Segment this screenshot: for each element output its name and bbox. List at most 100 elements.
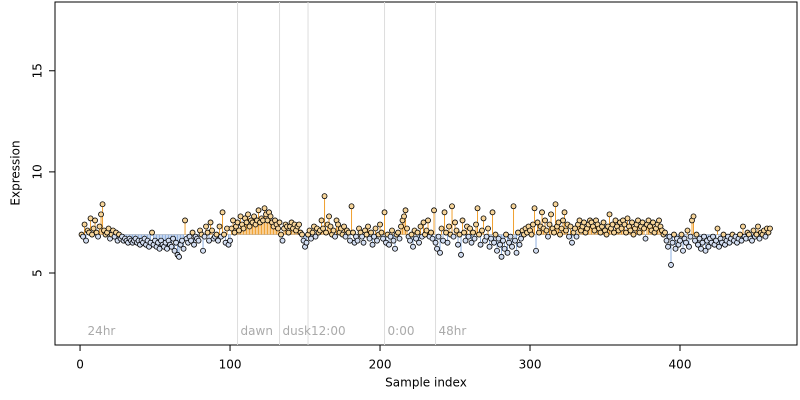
data-point [618, 225, 625, 232]
data-point [431, 207, 437, 214]
data-point [603, 231, 610, 238]
data-point [95, 233, 101, 240]
data-point [690, 213, 697, 220]
data-point [96, 223, 103, 230]
data-point [81, 221, 88, 228]
data-point [227, 237, 233, 244]
x-tick-label: 100 [219, 358, 242, 372]
data-point [476, 231, 482, 238]
data-point [497, 241, 503, 248]
data-point [489, 209, 496, 216]
data-point [678, 231, 685, 238]
y-tick-label: 5 [31, 269, 45, 277]
data-point [372, 225, 379, 232]
data-point [278, 231, 284, 238]
data-point [452, 219, 458, 226]
data-point [203, 223, 209, 230]
data-point [563, 227, 569, 234]
data-point [767, 225, 773, 232]
data-point [669, 239, 676, 246]
data-point [276, 219, 283, 226]
annotation: 24hr [88, 324, 116, 338]
annotation: 0:00 [388, 324, 415, 338]
data-point [386, 241, 392, 248]
data-point [546, 221, 553, 228]
data-point [572, 225, 578, 232]
data-point [365, 223, 371, 230]
data-point [176, 253, 182, 260]
data-point [215, 237, 221, 244]
data-point [533, 247, 539, 254]
data-point [528, 231, 535, 238]
data-point [500, 237, 506, 244]
data-point [279, 237, 286, 244]
data-point [245, 211, 251, 218]
data-point [216, 223, 223, 230]
data-point [551, 229, 557, 236]
data-point [485, 225, 491, 232]
data-point [663, 237, 670, 244]
data-point [510, 203, 517, 210]
data-point [246, 223, 253, 230]
data-point [318, 217, 325, 224]
data-point [390, 237, 397, 244]
data-point [348, 203, 355, 210]
data-point [534, 219, 541, 226]
data-point [762, 233, 769, 240]
data-point [378, 229, 385, 236]
data-point [219, 209, 226, 216]
data-point [354, 237, 361, 244]
data-point [600, 219, 607, 226]
annotation: dusk [283, 324, 311, 338]
data-point [542, 217, 548, 224]
data-point [480, 215, 487, 222]
data-point [552, 201, 559, 208]
data-point [389, 227, 395, 234]
data-point [494, 247, 500, 254]
data-point [395, 229, 401, 236]
data-point [221, 231, 227, 238]
data-point [201, 233, 208, 240]
plot-frame [54, 1, 798, 346]
data-point [398, 223, 404, 230]
data-point [545, 233, 551, 240]
data-point [539, 209, 545, 216]
data-point [200, 247, 206, 254]
data-point [414, 229, 421, 236]
data-point [380, 235, 386, 242]
data-point [705, 243, 712, 250]
data-point [449, 203, 455, 210]
data-point [512, 237, 518, 244]
data-point [170, 235, 176, 242]
data-point [195, 237, 202, 244]
data-point [299, 231, 305, 238]
data-point [492, 231, 499, 238]
data-point [437, 249, 443, 256]
data-point [432, 239, 439, 246]
data-point [683, 239, 689, 246]
data-point [428, 229, 434, 236]
data-point [630, 231, 637, 238]
data-point [387, 233, 394, 240]
data-point [561, 209, 568, 216]
data-point [662, 229, 668, 236]
data-point [332, 233, 338, 240]
data-point [557, 231, 563, 238]
data-point [429, 235, 436, 242]
data-point [509, 243, 515, 250]
data-point [491, 239, 497, 246]
data-point [462, 237, 469, 244]
data-point [417, 223, 424, 230]
data-point [267, 213, 274, 220]
data-point [606, 211, 613, 218]
data-point [189, 229, 196, 236]
x-tick-label: 0 [76, 358, 84, 372]
data-point [444, 239, 451, 246]
data-point [536, 229, 542, 236]
data-point [680, 247, 686, 254]
data-point [275, 225, 281, 232]
data-point [543, 227, 550, 234]
data-point [369, 241, 376, 248]
annotation: 48hr [439, 324, 467, 338]
